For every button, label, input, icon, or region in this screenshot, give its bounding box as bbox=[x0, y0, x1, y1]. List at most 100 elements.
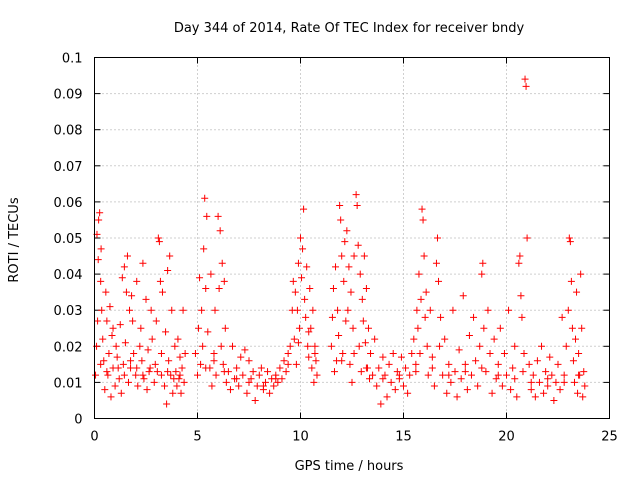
data-point bbox=[119, 360, 127, 368]
data-point bbox=[445, 360, 453, 368]
data-point bbox=[569, 357, 577, 365]
data-point bbox=[146, 364, 154, 372]
data-point bbox=[294, 339, 302, 347]
data-point bbox=[577, 270, 585, 278]
y-axis-label: ROTI / TECUs bbox=[7, 197, 22, 282]
data-point bbox=[166, 252, 174, 260]
data-point bbox=[111, 382, 119, 390]
data-point bbox=[346, 360, 354, 368]
data-point bbox=[579, 393, 587, 401]
data-point bbox=[194, 371, 201, 379]
data-point bbox=[274, 378, 282, 386]
data-point bbox=[126, 306, 134, 314]
data-point bbox=[373, 382, 381, 390]
data-point bbox=[94, 317, 102, 325]
data-point bbox=[492, 375, 500, 383]
data-point bbox=[97, 245, 105, 253]
data-point bbox=[535, 378, 543, 386]
data-point bbox=[138, 357, 146, 365]
data-point bbox=[570, 378, 578, 386]
data-point bbox=[113, 353, 121, 361]
data-point bbox=[266, 389, 274, 397]
data-point bbox=[428, 353, 436, 361]
data-point bbox=[117, 389, 125, 397]
data-point bbox=[286, 342, 294, 350]
data-point bbox=[109, 324, 117, 332]
data-point bbox=[459, 292, 467, 300]
data-point bbox=[339, 350, 347, 358]
data-point bbox=[525, 360, 533, 368]
data-point bbox=[142, 295, 150, 303]
data-point bbox=[410, 335, 418, 343]
data-point bbox=[361, 339, 369, 347]
data-point bbox=[220, 277, 228, 285]
data-point bbox=[305, 353, 313, 361]
data-point bbox=[152, 317, 160, 325]
data-point bbox=[550, 396, 558, 404]
data-point bbox=[133, 364, 141, 372]
data-point bbox=[229, 342, 237, 350]
data-point bbox=[439, 371, 447, 379]
data-point bbox=[214, 212, 222, 220]
data-point bbox=[307, 324, 315, 332]
data-point bbox=[327, 342, 335, 350]
data-point bbox=[241, 346, 249, 354]
data-point bbox=[218, 259, 226, 267]
data-point bbox=[344, 306, 352, 314]
data-point bbox=[358, 295, 366, 303]
data-point bbox=[124, 378, 132, 386]
data-point bbox=[292, 360, 300, 368]
data-point bbox=[219, 360, 227, 368]
data-point bbox=[377, 400, 385, 408]
data-point bbox=[418, 205, 426, 213]
data-point bbox=[290, 335, 298, 343]
data-point bbox=[179, 306, 187, 314]
data-point bbox=[441, 335, 449, 343]
data-point bbox=[197, 360, 205, 368]
data-point bbox=[433, 234, 441, 242]
data-point bbox=[163, 400, 171, 408]
data-point bbox=[233, 375, 241, 383]
data-point bbox=[122, 288, 130, 296]
data-point bbox=[284, 360, 292, 368]
data-point bbox=[552, 378, 560, 386]
data-point bbox=[517, 292, 525, 300]
data-point bbox=[393, 368, 401, 376]
x-tick-label: 10 bbox=[292, 430, 309, 445]
data-point bbox=[435, 277, 443, 285]
data-point bbox=[299, 245, 307, 253]
data-point bbox=[556, 386, 564, 394]
data-point bbox=[572, 335, 580, 343]
data-point bbox=[416, 350, 424, 358]
data-point bbox=[332, 263, 340, 271]
data-point bbox=[574, 389, 582, 397]
data-point bbox=[413, 306, 421, 314]
data-point bbox=[478, 270, 486, 278]
data-point bbox=[115, 375, 123, 383]
data-point bbox=[334, 306, 342, 314]
data-point bbox=[97, 277, 105, 285]
data-point bbox=[222, 378, 230, 386]
data-point bbox=[210, 350, 218, 358]
data-point bbox=[342, 317, 350, 325]
data-point bbox=[515, 259, 523, 267]
data-point bbox=[356, 270, 364, 278]
data-point bbox=[301, 295, 309, 303]
y-tick-label: 0.05 bbox=[54, 232, 83, 247]
data-point bbox=[309, 306, 317, 314]
data-point bbox=[302, 313, 310, 321]
data-point bbox=[544, 375, 552, 383]
data-point bbox=[341, 238, 349, 246]
data-point bbox=[520, 350, 528, 358]
data-point bbox=[132, 371, 140, 379]
data-point bbox=[199, 342, 207, 350]
data-point bbox=[406, 371, 414, 379]
data-point bbox=[239, 371, 247, 379]
data-point bbox=[282, 368, 290, 376]
data-point bbox=[329, 285, 337, 293]
data-point bbox=[548, 371, 556, 379]
data-point bbox=[357, 368, 365, 376]
data-point bbox=[455, 346, 463, 354]
data-point bbox=[428, 364, 436, 372]
data-point bbox=[353, 202, 361, 210]
